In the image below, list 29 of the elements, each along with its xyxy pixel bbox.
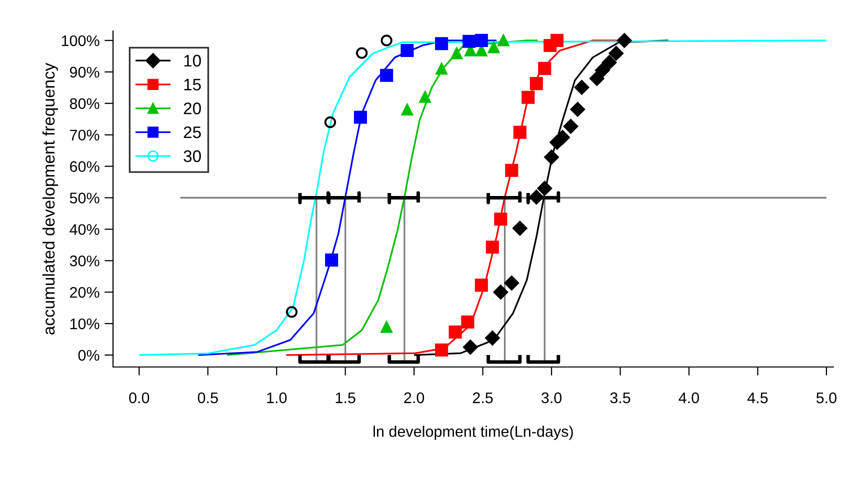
x-tick-label: 4.5 <box>747 392 768 404</box>
x-tick-label: 1.5 <box>336 392 356 404</box>
x-tick-label: 0.0 <box>129 392 150 404</box>
y-tick-label: 90% <box>70 66 100 78</box>
x-axis-title: ln development time(Ln-days) <box>374 426 573 440</box>
x-tick-label: 1.0 <box>267 392 287 404</box>
legend-label: 30 <box>184 150 201 162</box>
y-tick-label: 30% <box>70 256 100 266</box>
x-tick-label: 5.0 <box>816 392 836 404</box>
y-axis-title: accumulated development frequency <box>42 62 58 334</box>
y-tick-label: 20% <box>70 287 100 298</box>
x-tick-label: 0.5 <box>198 392 218 404</box>
x-tick-label: 3.0 <box>541 392 562 404</box>
x-tick-label: 4.0 <box>678 392 699 404</box>
y-tick-label: 40% <box>70 224 100 235</box>
x-tick-label: 2.0 <box>404 392 424 404</box>
y-tick-label: 50% <box>70 192 100 204</box>
legend-label: 25 <box>184 126 201 138</box>
legend-label: 10 <box>184 54 201 67</box>
y-tick-label: 70% <box>70 130 100 141</box>
legend-label: 20 <box>184 102 201 114</box>
legend-label: 15 <box>184 78 201 90</box>
y-tick-label: 0% <box>78 350 100 361</box>
y-tick-label: 80% <box>70 98 100 110</box>
y-tick-label: 10% <box>70 318 100 330</box>
x-tick-label: 2.5 <box>472 392 493 404</box>
y-tick-label: 100% <box>62 35 100 46</box>
x-tick-label: 3.5 <box>610 392 630 404</box>
y-tick-label: 60% <box>70 161 100 172</box>
